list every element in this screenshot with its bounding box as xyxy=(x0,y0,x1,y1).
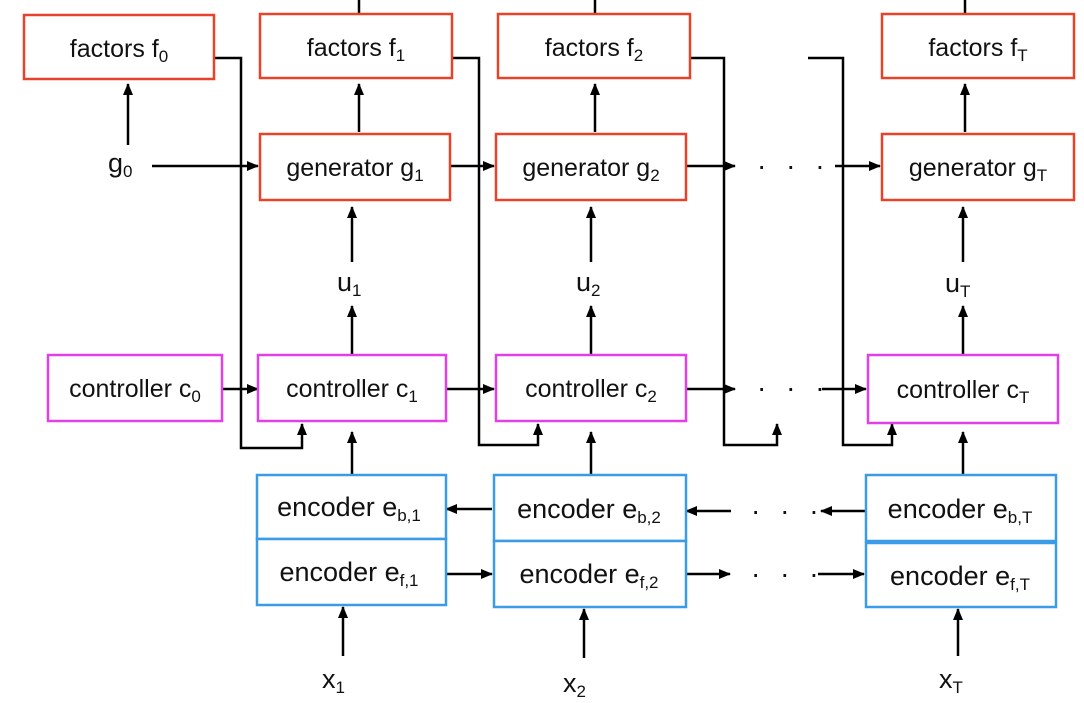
encoder-f-box-T: encoder ef,T xyxy=(864,541,1058,609)
encoder-b-ellipsis: · · · xyxy=(751,495,825,526)
controller-label: controller c0 xyxy=(69,375,201,406)
u-label: uT xyxy=(945,268,970,301)
connections xyxy=(123,0,970,658)
encoder-rect xyxy=(492,539,688,609)
u-row: u1 u2 uT xyxy=(337,267,970,301)
factors-label: factors f0 xyxy=(70,35,168,66)
factors-label: factors f1 xyxy=(307,34,405,65)
x-label: x1 xyxy=(322,664,345,697)
controller-box-2: controller c2 xyxy=(494,353,688,423)
encoder-rect xyxy=(492,473,688,543)
encoder-b-box-2: encoder eb,2 xyxy=(492,473,688,543)
x-label: x2 xyxy=(563,668,586,701)
g0-label: g0 xyxy=(108,148,133,181)
u-label: u2 xyxy=(576,267,601,300)
encoder-label: encoder eb,2 xyxy=(517,494,661,527)
generator-rect xyxy=(494,132,688,202)
controller-ellipsis: · · · xyxy=(757,372,831,403)
encoder-rect xyxy=(255,473,448,541)
x-row: x1 x2 xT xyxy=(322,664,963,701)
encoder-rect xyxy=(864,473,1058,543)
factors-box-2: factors f2 xyxy=(496,12,692,80)
factors-row: factors f0 factors f1 factors f2 factors… xyxy=(22,12,1076,81)
generator-box-T: generator gT xyxy=(880,132,1076,202)
factors-rect xyxy=(258,12,454,80)
generator-box-1: generator g1 xyxy=(258,132,452,202)
encoder-forward-row: encoder ef,1 encoder ef,2 · · · encoder … xyxy=(255,537,1058,609)
generator-label: generator gT xyxy=(909,154,1047,185)
encoder-label: encoder ef,2 xyxy=(520,559,659,592)
controller-label: controller cT xyxy=(897,376,1030,407)
encoder-rect xyxy=(255,537,448,607)
u-label: u1 xyxy=(337,267,362,300)
encoder-label: encoder ef,T xyxy=(890,561,1030,594)
encoder-label: encoder eb,1 xyxy=(277,492,421,525)
factors-label: factors fT xyxy=(928,34,1027,65)
controller-row: controller c0 controller c1 controller c… xyxy=(46,353,1060,425)
encoder-b-box-T: encoder eb,T xyxy=(864,473,1058,543)
encoder-b-box-1: encoder eb,1 xyxy=(255,473,448,541)
encoder-f-ellipsis: · · · xyxy=(751,558,825,589)
encoder-backward-row: encoder eb,1 encoder eb,2 · · · encoder … xyxy=(255,473,1058,543)
factors-box-1: factors f1 xyxy=(258,12,454,80)
controller-label: controller c2 xyxy=(525,375,657,406)
x-label: xT xyxy=(939,664,963,697)
factors-box-0: factors f0 xyxy=(22,13,216,81)
encoder-label: encoder ef,1 xyxy=(280,557,419,590)
controller-box-0: controller c0 xyxy=(46,353,224,423)
generator-row: g0 generator g1 generator g2 · · · gener… xyxy=(108,132,1076,202)
generator-box-2: generator g2 xyxy=(494,132,688,202)
generator-label: generator g1 xyxy=(286,154,423,185)
generator-ellipsis: · · · xyxy=(757,150,831,181)
factors-rect xyxy=(496,12,692,80)
generator-rect xyxy=(880,132,1076,202)
factors-label: factors f2 xyxy=(545,34,643,65)
encoder-f-box-1: encoder ef,1 xyxy=(255,537,448,607)
generator-label: generator g2 xyxy=(522,154,659,185)
factors-box-T: factors fT xyxy=(880,12,1076,80)
controller-rect xyxy=(256,353,448,423)
factors-rect xyxy=(22,13,216,81)
encoder-rect xyxy=(864,541,1058,609)
encoder-f-box-2: encoder ef,2 xyxy=(492,539,688,609)
controller-rect xyxy=(46,353,224,423)
controller-rect xyxy=(866,353,1060,425)
generator-rect xyxy=(258,132,452,202)
controller-rect xyxy=(494,353,688,423)
encoder-label: encoder eb,T xyxy=(888,494,1033,527)
controller-label: controller c1 xyxy=(286,375,418,406)
controller-box-T: controller cT xyxy=(866,353,1060,425)
controller-box-1: controller c1 xyxy=(256,353,448,423)
factors-rect xyxy=(880,12,1076,80)
